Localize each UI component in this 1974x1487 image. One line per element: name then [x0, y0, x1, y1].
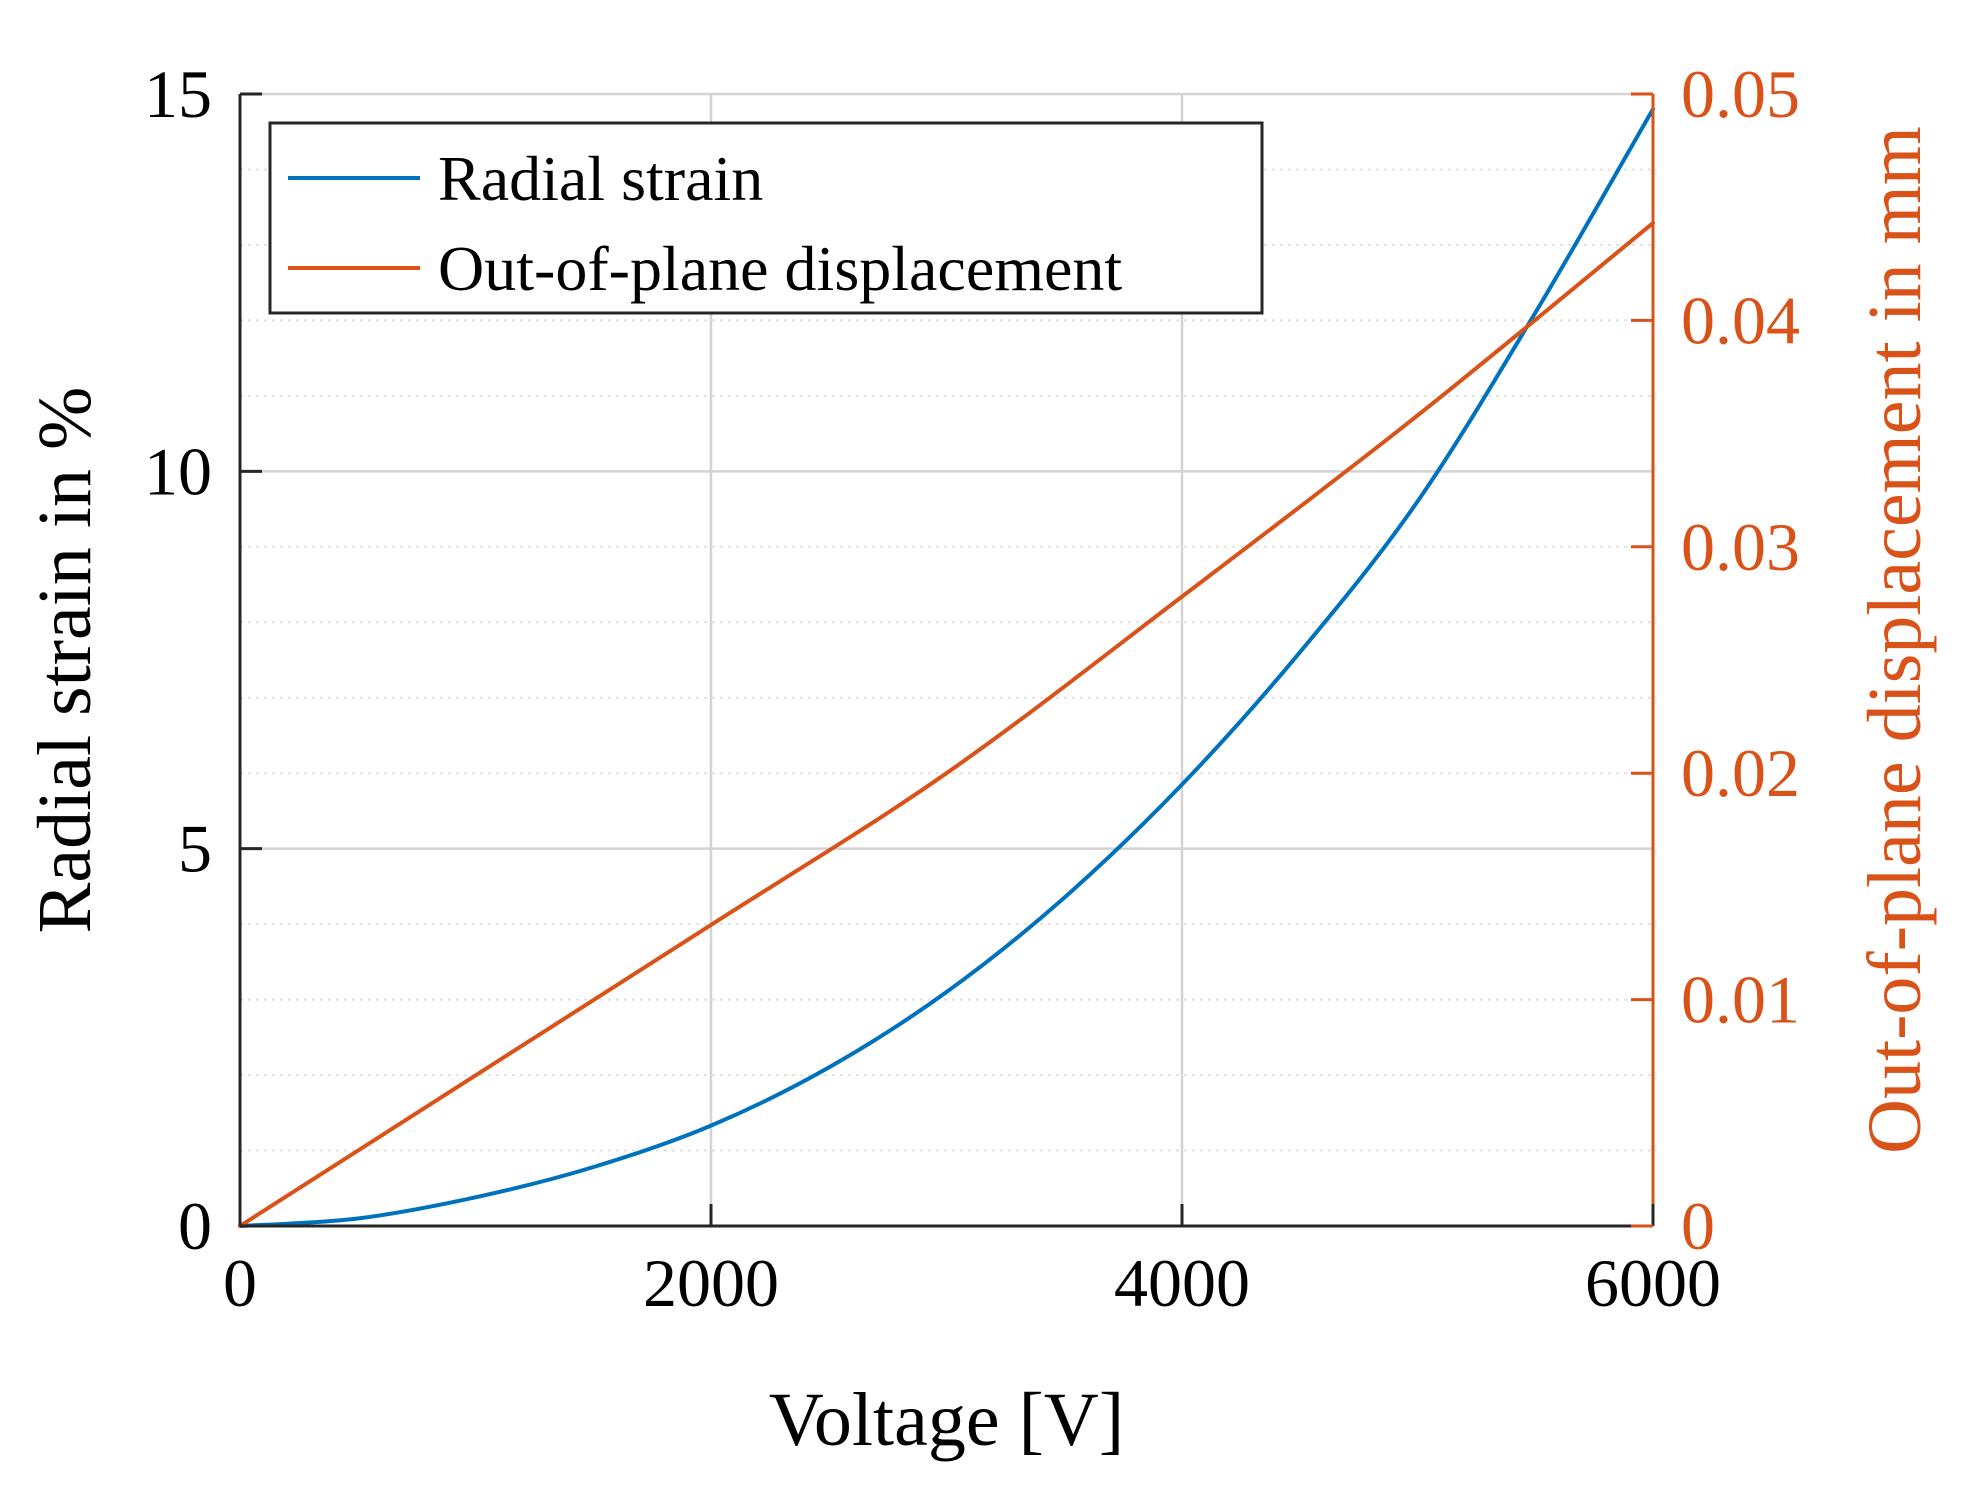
series-layer [238, 107, 1655, 1228]
y-right-tick-label: 0 [1681, 1188, 1715, 1264]
radial-strain-line [238, 107, 1655, 1228]
y-right-tick-label: 0.04 [1681, 282, 1800, 358]
legend-label: Radial strain [438, 143, 763, 214]
y-tick-label: 0 [178, 1188, 212, 1264]
x-tick-label: 0 [223, 1245, 257, 1321]
legend: Radial strain Out-of-plane displacement [268, 121, 1264, 315]
x-axis-title: Voltage [V] [769, 1378, 1124, 1462]
legend-box [268, 121, 1264, 315]
y-tick-label: 5 [178, 811, 212, 887]
x-tick-label: 4000 [1114, 1245, 1250, 1321]
x-tick-label: 6000 [1585, 1245, 1721, 1321]
y-right-tick-label: 0.01 [1681, 962, 1800, 1038]
labels-layer: 0 2000 4000 600005101500.010.020.030.040.05… [23, 56, 1937, 1462]
y-right-tick-label: 0.03 [1681, 509, 1800, 585]
legend-label: Out-of-plane displacement [438, 233, 1122, 304]
y-right-tick-label: 0.02 [1681, 735, 1800, 811]
out-of-plane-displacement-line [238, 221, 1655, 1228]
y-tick-label: 15 [144, 56, 212, 132]
y-tick-label: 10 [144, 433, 212, 509]
y-right-tick-label: 0.05 [1681, 56, 1800, 132]
x-tick-label: 2000 [643, 1245, 779, 1321]
axes-layer [238, 92, 1655, 1228]
y-right-axis-title: Out-of-plane displacement in mm [1853, 126, 1937, 1154]
y-axis-title: Radial strain in % [23, 387, 107, 934]
